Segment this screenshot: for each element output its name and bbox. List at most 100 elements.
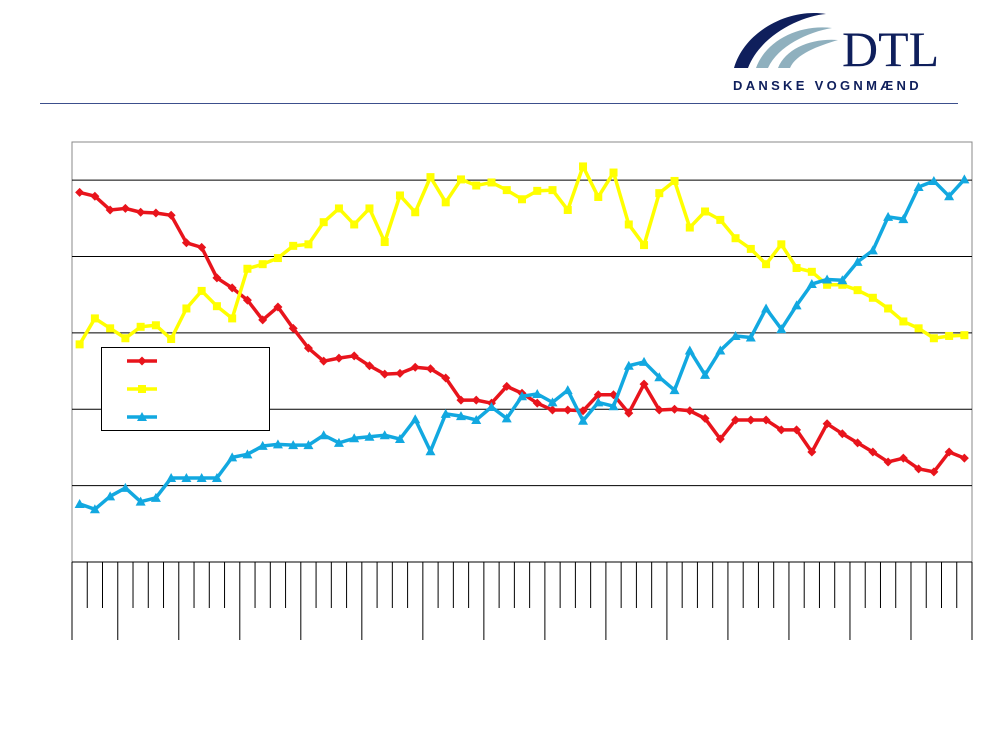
marker — [136, 322, 145, 331]
marker — [137, 412, 147, 421]
marker — [455, 411, 466, 421]
marker — [425, 446, 436, 456]
marker — [426, 173, 435, 182]
marker — [914, 324, 923, 333]
marker — [776, 324, 787, 334]
marker — [212, 273, 222, 283]
marker — [944, 447, 954, 457]
marker — [167, 335, 176, 344]
marker — [716, 215, 725, 224]
marker — [685, 223, 694, 232]
marker — [868, 447, 878, 457]
marker — [303, 440, 314, 450]
marker — [928, 175, 939, 185]
marker — [197, 286, 206, 295]
marker — [746, 415, 756, 425]
marker — [471, 395, 481, 405]
marker — [166, 210, 176, 220]
series — [75, 162, 969, 349]
marker — [914, 464, 924, 474]
marker — [105, 205, 115, 215]
marker — [837, 275, 848, 285]
marker — [822, 419, 832, 429]
marker — [807, 267, 816, 276]
marker — [319, 356, 329, 366]
marker — [486, 401, 497, 411]
marker — [579, 162, 588, 171]
marker — [150, 492, 161, 502]
marker — [151, 208, 161, 218]
marker — [670, 404, 680, 414]
marker — [624, 220, 633, 229]
marker — [456, 175, 465, 184]
marker — [227, 452, 238, 462]
marker — [242, 295, 252, 305]
marker — [791, 300, 802, 310]
marker — [761, 415, 771, 425]
marker — [75, 340, 84, 349]
marker — [395, 368, 405, 378]
logo-arc — [778, 39, 838, 68]
legend-box — [101, 347, 270, 431]
marker — [823, 280, 832, 289]
marker — [105, 491, 116, 501]
marker — [273, 254, 282, 263]
marker — [960, 331, 969, 340]
marker — [90, 314, 99, 323]
marker — [913, 182, 924, 192]
marker — [90, 191, 100, 201]
marker — [120, 482, 131, 492]
marker — [777, 240, 786, 249]
marker — [242, 449, 253, 459]
marker — [578, 415, 589, 425]
marker — [609, 168, 618, 177]
marker — [120, 203, 130, 213]
marker — [639, 356, 650, 366]
marker — [502, 186, 511, 195]
marker — [137, 356, 147, 366]
marker — [411, 208, 420, 217]
legend — [101, 347, 270, 431]
marker — [853, 286, 862, 295]
marker — [333, 437, 344, 447]
marker — [182, 304, 191, 313]
marker — [106, 324, 115, 333]
marker — [410, 362, 420, 372]
marker — [350, 220, 359, 229]
marker — [272, 439, 283, 449]
marker — [715, 434, 725, 444]
marker — [487, 178, 496, 187]
marker — [75, 187, 85, 197]
marker — [318, 430, 329, 440]
marker — [899, 317, 908, 326]
marker — [822, 274, 833, 284]
marker — [898, 214, 909, 224]
marker — [518, 195, 526, 204]
marker — [700, 413, 710, 423]
logo-subtitle: DANSKE VOGNMÆND — [733, 78, 922, 93]
marker — [532, 398, 542, 408]
marker — [792, 425, 802, 435]
marker — [929, 467, 939, 477]
marker — [929, 334, 938, 343]
marker — [425, 364, 435, 374]
marker — [594, 192, 603, 201]
marker — [365, 204, 374, 213]
marker — [669, 385, 680, 395]
marker — [166, 473, 177, 482]
marker — [745, 332, 756, 342]
marker — [655, 189, 664, 198]
marker — [289, 241, 298, 250]
marker — [380, 369, 390, 379]
marker — [196, 473, 207, 482]
marker — [303, 343, 313, 353]
marker — [471, 414, 482, 424]
marker — [853, 438, 863, 448]
marker — [548, 186, 557, 195]
marker — [440, 408, 451, 418]
marker — [257, 440, 268, 450]
marker — [806, 279, 817, 289]
marker — [563, 205, 572, 214]
